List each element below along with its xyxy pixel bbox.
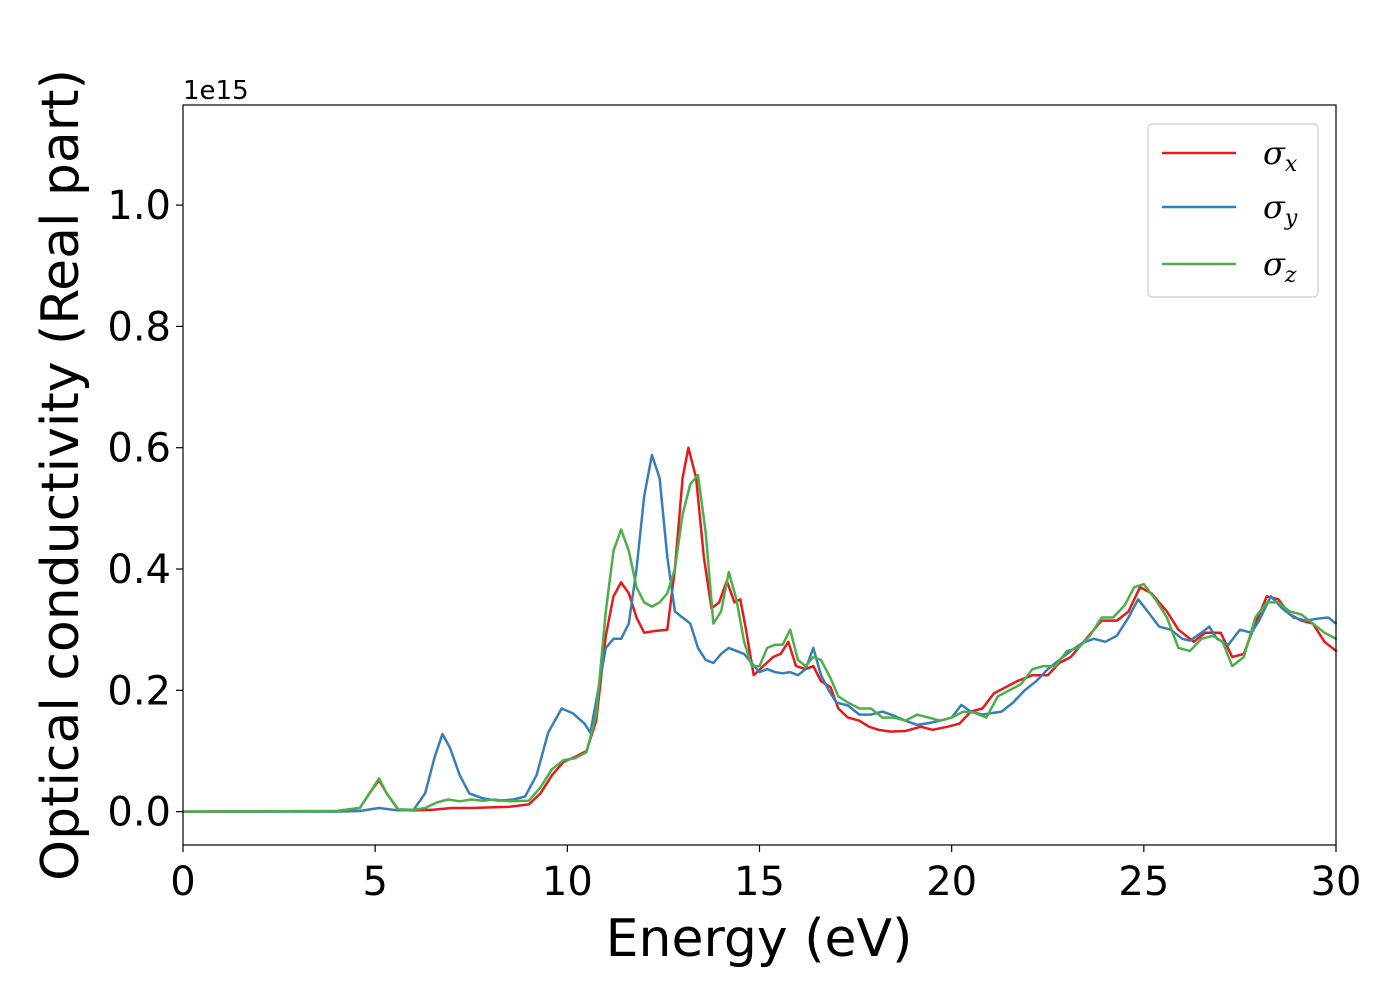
y-axis-ticks: 0.0 0.2 0.4 0.6 0.8 1.0 [107,183,183,836]
x-axis-ticks: 0 5 10 15 20 25 30 [170,845,1361,905]
legend-label-sigma-z: σz [1263,245,1297,288]
y-tick-label: 0.8 [107,304,171,350]
y-tick-label: 0.4 [107,547,171,593]
legend: σx σy σz [1147,123,1319,298]
legend-label-sigma-y: σy [1263,188,1298,231]
y-tick-label: 0.6 [107,426,171,472]
y-offset-text: 1e15 [183,76,249,106]
y-axis-title: Optical conductivity (Real part) [31,69,91,881]
y-tick-label: 0.0 [107,790,171,836]
series-line-sigma-y [181,453,1338,813]
x-tick-label: 25 [1118,859,1169,905]
x-tick-label: 20 [926,859,977,905]
y-tick-label: 0.2 [107,668,171,714]
y-tick-label: 1.0 [107,183,171,229]
plot-area [183,105,1336,845]
series-layer [181,446,1338,813]
legend-frame [1147,123,1319,298]
x-axis-title: Energy (eV) [606,909,913,969]
series-line-sigma-z [181,473,1338,813]
x-tick-label: 10 [542,859,593,905]
x-tick-label: 5 [362,859,387,905]
legend-label-sigma-x: σx [1263,134,1298,177]
x-tick-label: 30 [1311,859,1362,905]
x-tick-label: 0 [170,859,195,905]
x-tick-label: 15 [734,859,785,905]
plot-frame [182,104,1337,846]
